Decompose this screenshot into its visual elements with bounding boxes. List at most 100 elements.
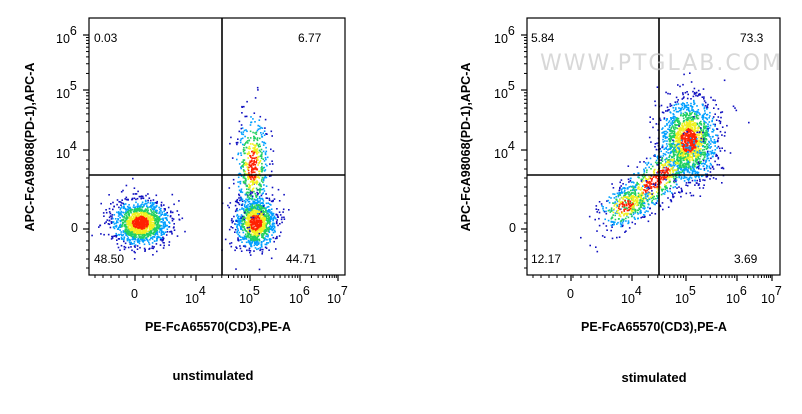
event-dot	[251, 166, 253, 168]
event-dot	[259, 249, 261, 252]
event-dot	[256, 230, 258, 232]
event-dot	[675, 126, 677, 129]
event-dot	[255, 162, 258, 164]
event-dot	[109, 215, 112, 217]
event-dot	[130, 228, 133, 230]
event-dot	[260, 206, 262, 209]
event-dot	[696, 153, 699, 156]
event-dot	[684, 91, 687, 94]
event-dot	[133, 187, 136, 189]
event-dot	[666, 106, 669, 109]
event-dot	[690, 133, 692, 135]
event-dot	[162, 231, 165, 233]
event-dot	[690, 81, 693, 83]
event-dot	[251, 196, 254, 199]
event-dot	[683, 96, 685, 98]
event-dot	[132, 236, 134, 239]
event-dot	[263, 219, 265, 221]
event-dot	[703, 122, 705, 125]
event-dot	[142, 195, 144, 198]
event-dot	[693, 145, 695, 148]
event-dot	[245, 224, 247, 226]
event-dot	[120, 210, 123, 213]
event-dot	[241, 224, 243, 226]
event-dot	[153, 202, 156, 204]
event-dot	[694, 111, 697, 113]
event-dot	[712, 116, 715, 118]
event-dot	[249, 161, 252, 164]
event-dot	[663, 130, 666, 133]
event-dot	[125, 219, 128, 222]
event-dot	[244, 177, 247, 180]
event-dot	[251, 176, 254, 179]
event-dot	[268, 199, 271, 201]
event-dot	[618, 236, 621, 238]
event-dot	[693, 93, 696, 95]
event-dot	[253, 201, 255, 204]
event-dot	[259, 170, 261, 173]
event-dot	[715, 119, 718, 121]
event-dot	[164, 222, 166, 224]
event-dot	[243, 105, 245, 108]
event-dot	[130, 220, 133, 222]
event-dot	[690, 98, 692, 100]
event-dot	[260, 219, 263, 222]
event-dot	[145, 214, 148, 217]
event-dot	[139, 228, 141, 231]
event-dot	[672, 113, 674, 115]
event-dot	[659, 119, 662, 122]
event-dot	[120, 191, 123, 193]
event-dot	[256, 202, 258, 205]
event-dot	[666, 123, 668, 125]
event-dot	[261, 178, 263, 181]
event-dot	[272, 212, 274, 215]
event-dot	[121, 199, 123, 201]
event-dot	[265, 219, 268, 222]
event-dot	[682, 102, 684, 104]
event-dot	[245, 115, 248, 118]
event-dot	[256, 148, 259, 150]
event-dot	[250, 245, 253, 248]
event-dot	[691, 109, 693, 112]
event-dot	[247, 147, 250, 150]
event-dot	[262, 237, 265, 239]
event-dot	[248, 166, 250, 169]
event-dot	[130, 224, 133, 227]
event-dot	[689, 192, 692, 194]
event-dot	[135, 216, 138, 219]
event-dot	[129, 207, 131, 209]
event-dot	[704, 131, 706, 134]
event-dot	[176, 235, 179, 237]
event-dot	[146, 233, 148, 235]
event-dot	[240, 196, 243, 199]
event-dot	[252, 209, 255, 211]
event-dot	[695, 172, 698, 174]
event-dot	[149, 215, 151, 218]
event-dot	[668, 143, 670, 145]
event-dot	[256, 242, 259, 244]
event-dot	[697, 156, 699, 158]
event-dot	[697, 89, 700, 92]
event-dot	[254, 222, 256, 224]
event-dot	[265, 176, 268, 179]
event-dot	[258, 182, 261, 185]
event-dot	[692, 120, 694, 123]
event-dot	[283, 218, 286, 220]
event-dot	[706, 156, 708, 158]
event-dot	[157, 227, 159, 229]
event-dot	[163, 226, 165, 229]
event-dot	[670, 185, 672, 187]
event-dot	[253, 244, 256, 247]
event-dot	[120, 244, 123, 247]
event-dot	[268, 249, 270, 251]
event-dot	[241, 191, 244, 194]
event-dot	[149, 247, 151, 250]
event-dot	[661, 111, 664, 114]
event-dot	[698, 183, 700, 185]
event-dot	[141, 212, 144, 214]
event-dot	[685, 184, 687, 186]
event-dot	[125, 211, 127, 213]
event-dot	[156, 231, 158, 233]
event-dot	[673, 149, 676, 152]
event-dot	[142, 237, 145, 239]
